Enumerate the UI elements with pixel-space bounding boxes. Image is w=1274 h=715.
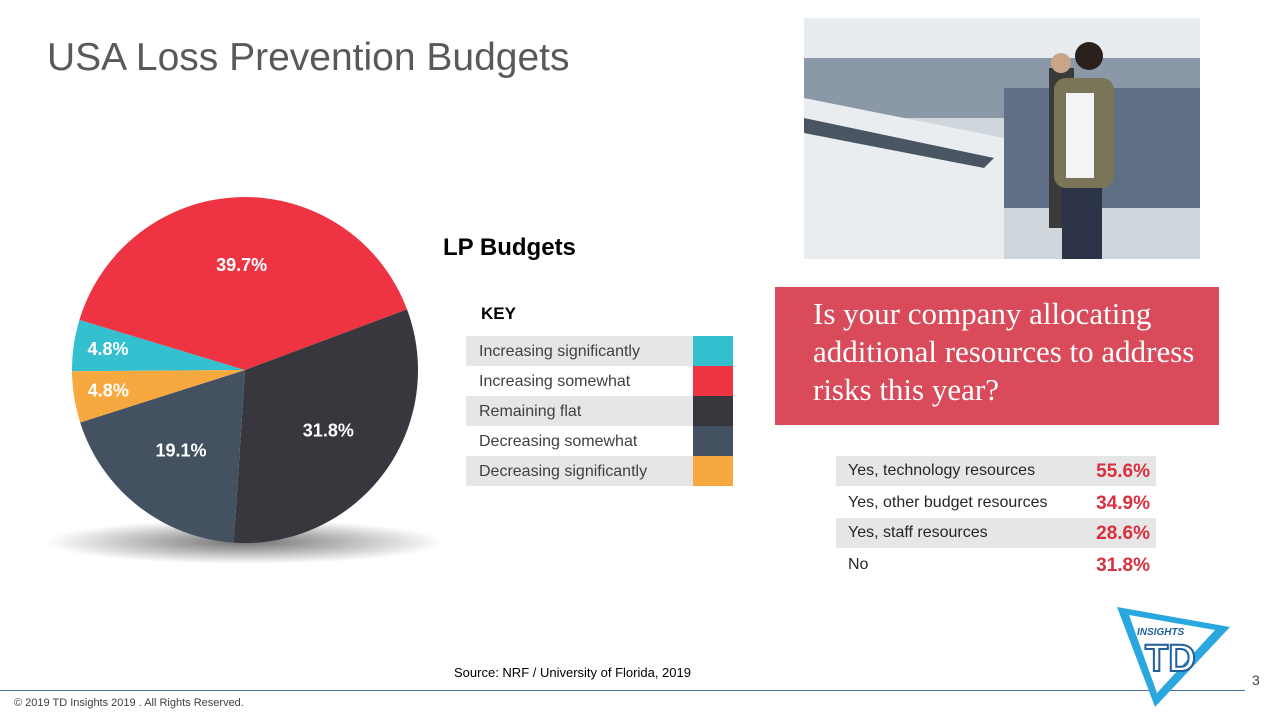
page-number: 3 (1252, 672, 1260, 688)
pie-slice (72, 370, 246, 423)
legend-label: Decreasing somewhat (479, 433, 638, 450)
legend-swatch (693, 366, 733, 396)
legend-swatch (693, 426, 733, 456)
chart-title: LP Budgets (443, 234, 576, 261)
question-text: Is your company allocating additional re… (813, 296, 1195, 407)
legend-item: Decreasing significantly (466, 456, 733, 486)
row-label: No (848, 556, 869, 573)
legend-item: Increasing somewhat (466, 366, 733, 396)
slice-label: 4.8% (88, 380, 129, 400)
legend-label: Increasing significantly (479, 343, 640, 360)
table-row: Yes, staff resources 28.6% (836, 518, 1156, 548)
slice-label: 19.1% (156, 440, 207, 460)
row-label: Yes, other budget resources (848, 494, 1048, 511)
legend-item: Decreasing somewhat (466, 426, 733, 456)
row-value: 28.6% (1096, 523, 1150, 544)
question-box: Is your company allocating additional re… (775, 287, 1219, 425)
logo-small: INSIGHTS (1137, 627, 1185, 638)
logo: INSIGHTS TD (1117, 607, 1230, 707)
table-row: Yes, other budget resources 34.9% (836, 488, 1156, 518)
legend-item: Increasing significantly (466, 336, 733, 366)
row-label: Yes, technology resources (848, 462, 1036, 479)
row-value: 31.8% (1096, 555, 1150, 576)
legend-label: Remaining flat (479, 403, 582, 420)
pie-slice (80, 370, 245, 543)
footer-rule (0, 690, 1245, 691)
slide-title: USA Loss Prevention Budgets (47, 36, 570, 79)
source-note: Source: NRF / University of Florida, 201… (454, 665, 691, 680)
copyright: © 2019 TD Insights 2019 . All Rights Res… (14, 697, 244, 709)
logo-big: TD (1145, 638, 1196, 680)
table-row: No 31.8% (836, 550, 1156, 580)
slice-label: 39.7% (216, 255, 267, 275)
row-value: 34.9% (1096, 493, 1150, 514)
row-value: 55.6% (1096, 461, 1150, 482)
pie-slice (233, 309, 418, 543)
table-row: Yes, technology resources 55.6% (836, 456, 1156, 486)
legend-label: Decreasing significantly (479, 463, 648, 480)
legend-title: KEY (481, 304, 516, 323)
legend-swatch (693, 396, 733, 426)
pie-chart: 4.8% 39.7% 31.8% 19.1% 4.8% (45, 197, 445, 564)
pie-slice (79, 197, 408, 370)
pie-slice (72, 319, 245, 372)
legend-label: Increasing somewhat (479, 373, 631, 390)
legend-swatch (693, 336, 733, 366)
slice-label: 4.8% (88, 339, 129, 359)
store-photo (804, 18, 1200, 259)
row-label: Yes, staff resources (848, 524, 988, 541)
legend-swatch (693, 456, 733, 486)
legend-item: Remaining flat (466, 396, 733, 426)
slice-label: 31.8% (303, 421, 354, 441)
